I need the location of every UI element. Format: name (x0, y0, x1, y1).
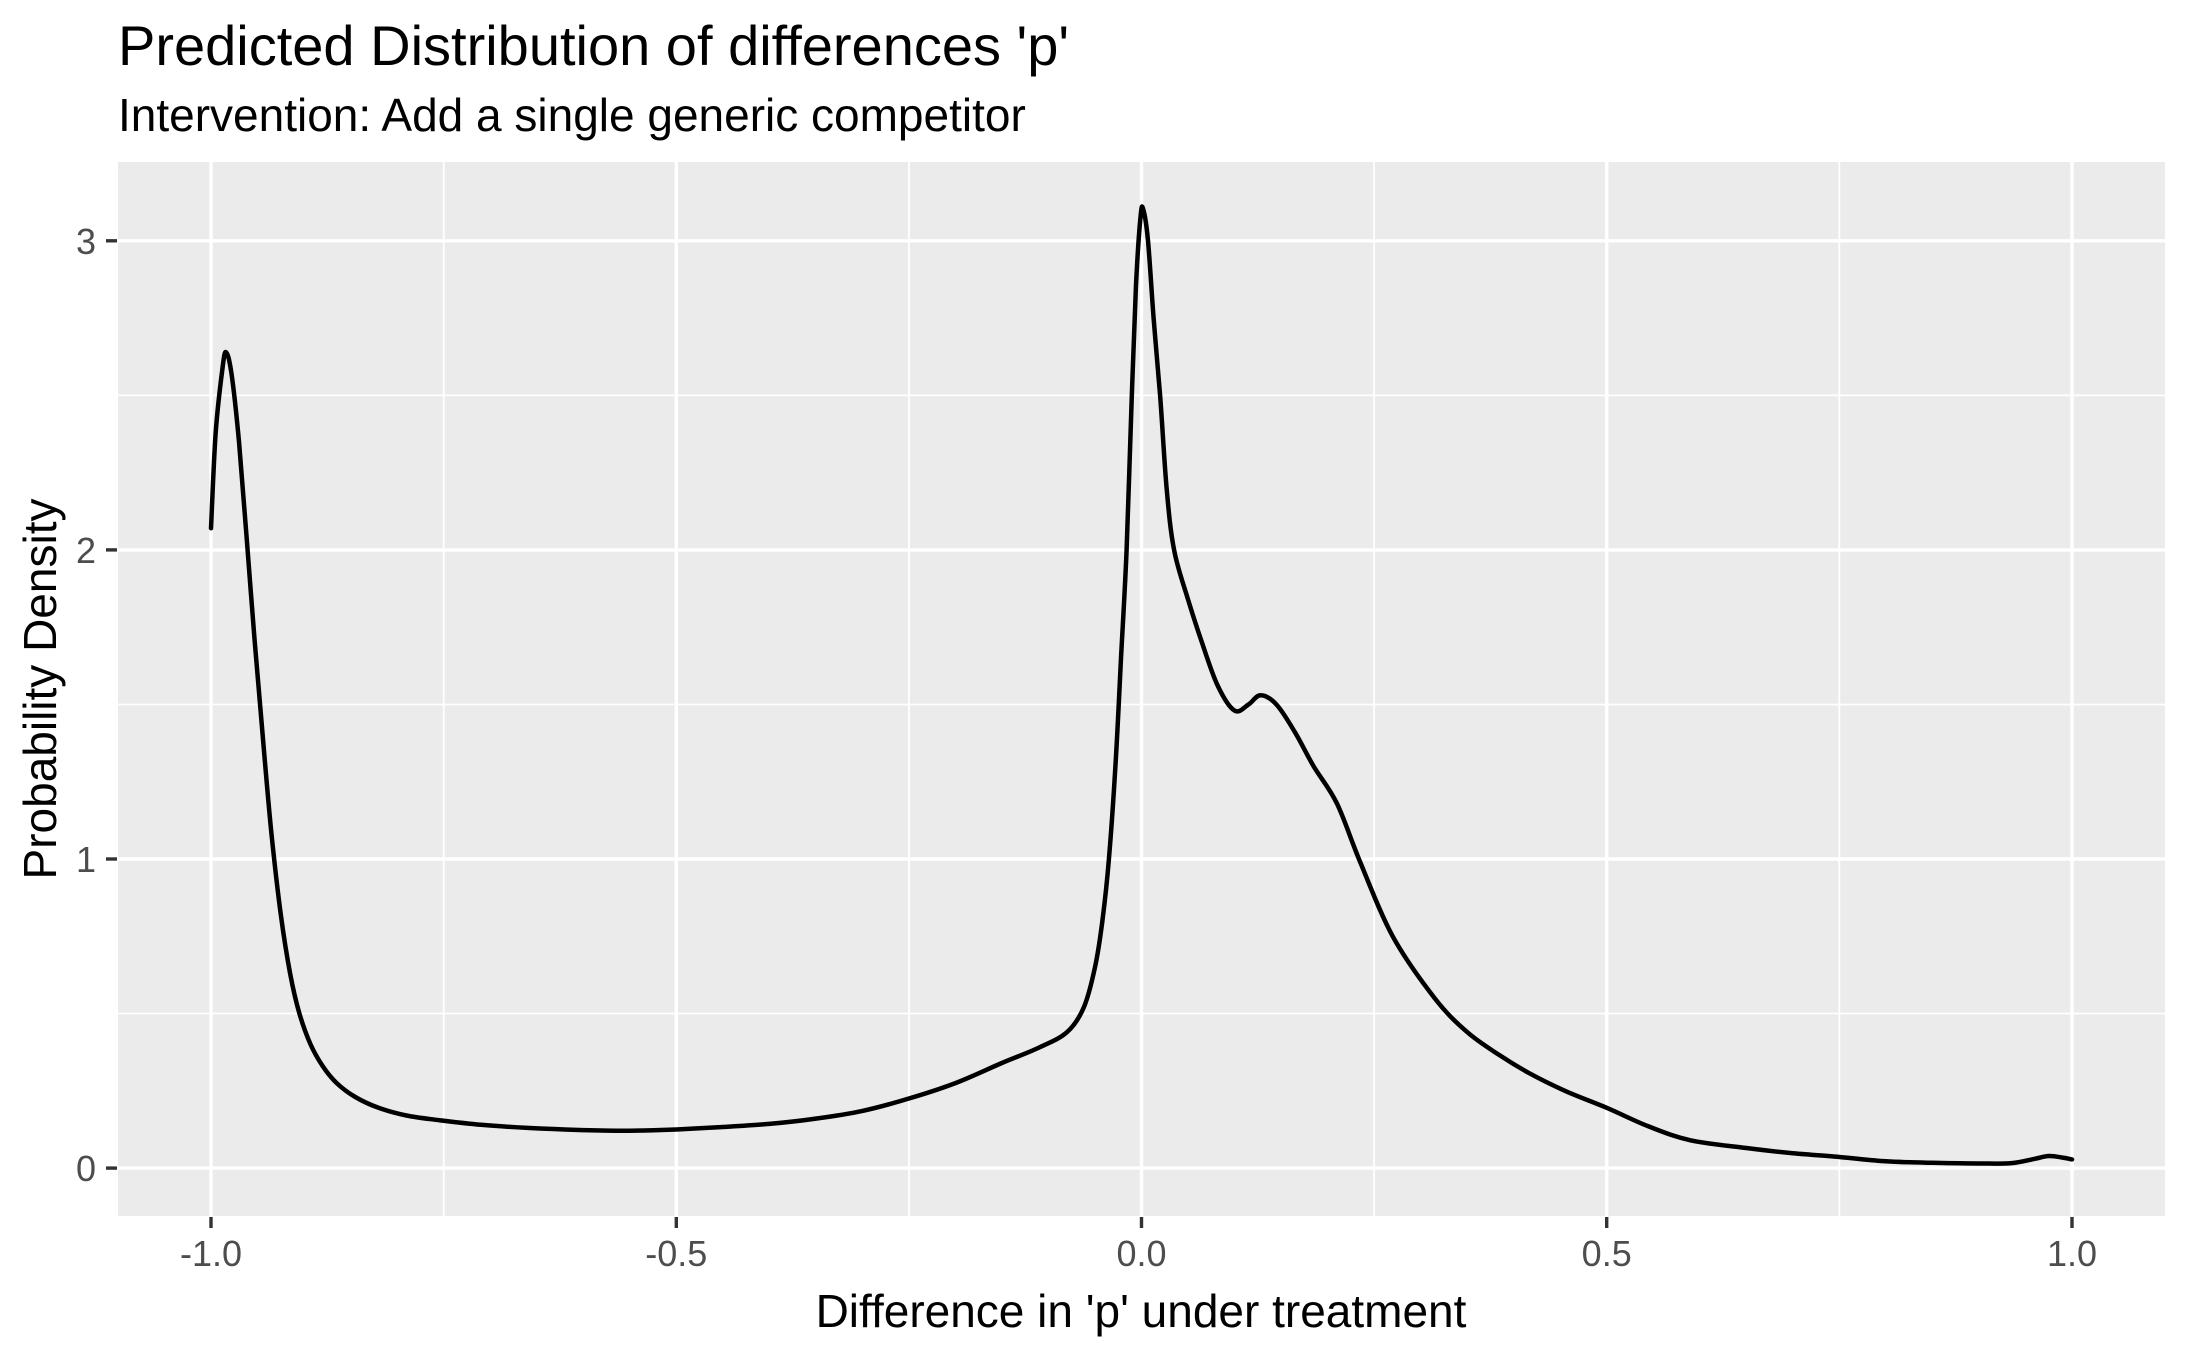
x-tick-label: 0.5 (1582, 1233, 1632, 1274)
y-tick-label: 2 (76, 530, 96, 571)
y-axis-title: Probability Density (14, 498, 66, 880)
x-tick-label: 1.0 (2047, 1233, 2097, 1274)
x-tick-label: -0.5 (645, 1233, 707, 1274)
plot-title: Predicted Distribution of differences 'p… (118, 14, 1070, 77)
y-tick-label: 3 (76, 221, 96, 262)
x-axis-title: Difference in 'p' under treatment (815, 1285, 1467, 1337)
x-tick-label: -1.0 (180, 1233, 242, 1274)
y-tick-label: 1 (76, 839, 96, 880)
x-tick-label: 0.0 (1116, 1233, 1166, 1274)
plot-subtitle: Intervention: Add a single generic compe… (118, 89, 1026, 141)
y-tick-label: 0 (76, 1148, 96, 1189)
density-curve (208, 204, 2075, 1166)
